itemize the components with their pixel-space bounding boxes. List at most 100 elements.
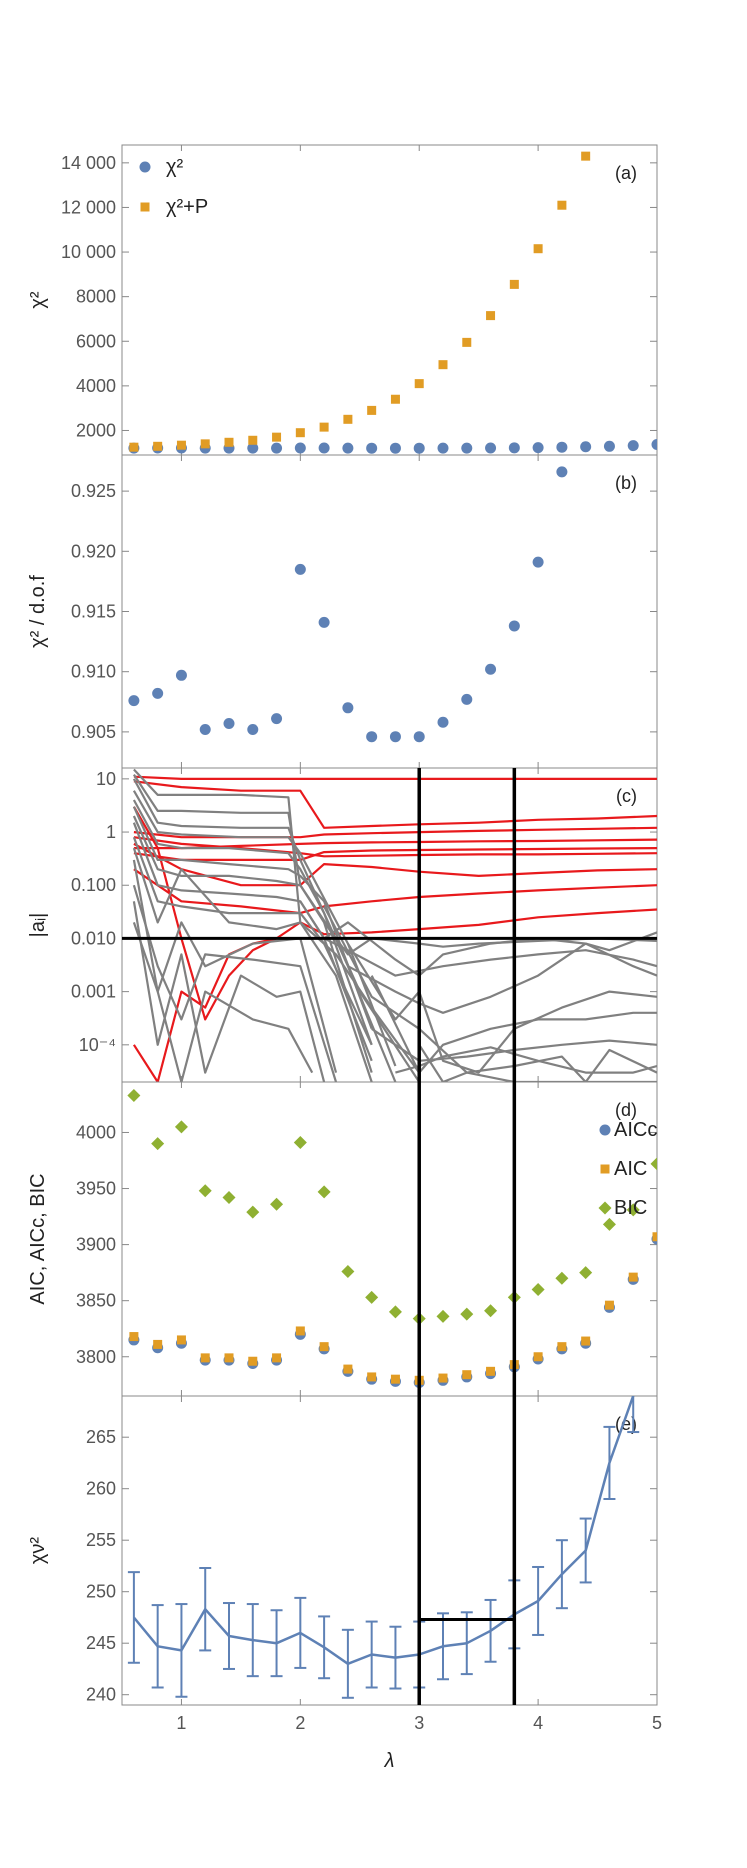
- coefficient-line-gray: [299, 900, 657, 977]
- data-point-square: [319, 1342, 329, 1352]
- panel-label: (d): [615, 1100, 637, 1120]
- data-point-square: [462, 1370, 472, 1380]
- panel-a: 2000 4000 6000 8000 10 000 12 000 14 000 χ² (a) χ…: [27, 144, 658, 456]
- data-point-diamond: [626, 1203, 640, 1217]
- y-tick-label: 0.010: [71, 928, 116, 948]
- data-point-square: [557, 200, 567, 210]
- legend-marker: [139, 161, 151, 173]
- legend-marker: [598, 1201, 612, 1215]
- data-point-diamond: [460, 1307, 474, 1321]
- data-point-circle: [437, 716, 449, 728]
- data-point-circle: [532, 556, 544, 568]
- y-tick-label: 8000: [76, 287, 116, 307]
- coefficient-line-gray: [418, 1044, 657, 1082]
- data-point-square: [604, 1300, 614, 1310]
- data-point-square: [272, 1353, 282, 1363]
- legend-marker: [599, 1124, 611, 1136]
- data-point-circle: [128, 695, 140, 707]
- coefficient-line-gray: [132, 815, 373, 1073]
- data-point-circle: [461, 442, 473, 454]
- coefficient-line-red: [133, 842, 657, 887]
- data-point-circle: [437, 442, 449, 454]
- x-tick-label: 5: [652, 1713, 662, 1733]
- data-point-circle: [152, 687, 164, 699]
- plot-area: [128, 466, 568, 743]
- data-point-circle: [413, 731, 425, 743]
- y-axis-label: χ² / d.o.f: [27, 575, 49, 648]
- y-tick-label: 265: [86, 1427, 116, 1447]
- data-point-square: [319, 422, 329, 432]
- coefficient-line-gray: [132, 847, 373, 1082]
- data-point-circle: [651, 439, 657, 451]
- data-point-diamond: [174, 1120, 188, 1134]
- data-point-diamond: [365, 1290, 379, 1304]
- panel-label: (b): [615, 473, 637, 493]
- coefficient-line-gray: [132, 922, 314, 1082]
- data-point-circle: [247, 442, 259, 454]
- y-tick-label: 0.905: [71, 722, 116, 742]
- data-point-circle: [294, 563, 306, 575]
- data-point-circle: [294, 442, 306, 454]
- data-point-diamond: [222, 1191, 236, 1205]
- y-tick-label: 250: [86, 1582, 116, 1602]
- data-point-square: [129, 1332, 139, 1342]
- y-tick-label: 0.001: [71, 982, 116, 1002]
- data-point-circle: [366, 731, 378, 743]
- coefficient-line-gray: [132, 884, 338, 1082]
- y-tick-label: 240: [86, 1685, 116, 1705]
- data-point-circle: [603, 440, 615, 452]
- panel-c: 10 1 0.100 0.010 0.001 10⁻⁴ |aᵢ| (c): [27, 767, 658, 1083]
- y-tick-label: 255: [86, 1530, 116, 1550]
- panel-label: (c): [616, 786, 637, 806]
- data-point-diamond: [579, 1266, 593, 1280]
- data-point-square: [557, 1342, 567, 1352]
- y-axis-label: AIC, AICc, BIC: [27, 1173, 49, 1304]
- x-tick-label: 2: [295, 1713, 305, 1733]
- y-axis-label: χν²: [27, 1537, 49, 1564]
- coefficient-line-gray: [132, 799, 373, 1046]
- data-point-square: [581, 1336, 591, 1346]
- data-point-diamond: [555, 1271, 569, 1285]
- data-point-diamond: [293, 1136, 307, 1150]
- x-tick-label: 3: [414, 1713, 424, 1733]
- data-point-circle: [627, 440, 639, 452]
- data-point-square: [533, 1352, 543, 1362]
- data-point-diamond: [341, 1265, 355, 1279]
- plot-frame: [121, 1081, 658, 1397]
- plot-frame: [121, 454, 658, 769]
- data-point-circle: [556, 466, 568, 478]
- data-point-square: [509, 279, 519, 289]
- data-point-square: [176, 440, 186, 450]
- data-point-square: [390, 1374, 400, 1384]
- data-point-square: [367, 1372, 377, 1382]
- x-tick-label: 4: [533, 1713, 543, 1733]
- y-tick-label: 3800: [76, 1347, 116, 1367]
- data-point-circle: [413, 442, 425, 454]
- coefficient-line-red: [133, 847, 657, 862]
- data-point-circle: [508, 620, 520, 632]
- y-tick-label: 0.920: [71, 541, 116, 561]
- y-tick-label: 4000: [76, 376, 116, 396]
- data-point-diamond: [151, 1137, 165, 1151]
- legend-entry: AICc: [614, 1119, 657, 1141]
- y-tick-label: 10 000: [61, 242, 116, 262]
- data-point-circle: [461, 693, 473, 705]
- data-point-square: [486, 1366, 496, 1376]
- data-point-square: [533, 244, 543, 254]
- data-point-square: [438, 1373, 448, 1383]
- legend-entry: BIC: [614, 1197, 647, 1219]
- data-point-circle: [532, 442, 544, 454]
- data-point-circle: [485, 442, 497, 454]
- y-tick-label: 2000: [76, 420, 116, 440]
- data-point-circle: [223, 717, 235, 729]
- data-point-circle: [318, 616, 330, 628]
- data-point-diamond: [198, 1184, 212, 1198]
- data-point-diamond: [317, 1185, 331, 1199]
- data-point-square: [176, 1335, 186, 1345]
- data-point-square: [652, 1232, 657, 1242]
- plot-frame: [121, 1395, 658, 1706]
- coefficient-line-red: [133, 775, 657, 781]
- coefficient-line-gray: [132, 901, 326, 1082]
